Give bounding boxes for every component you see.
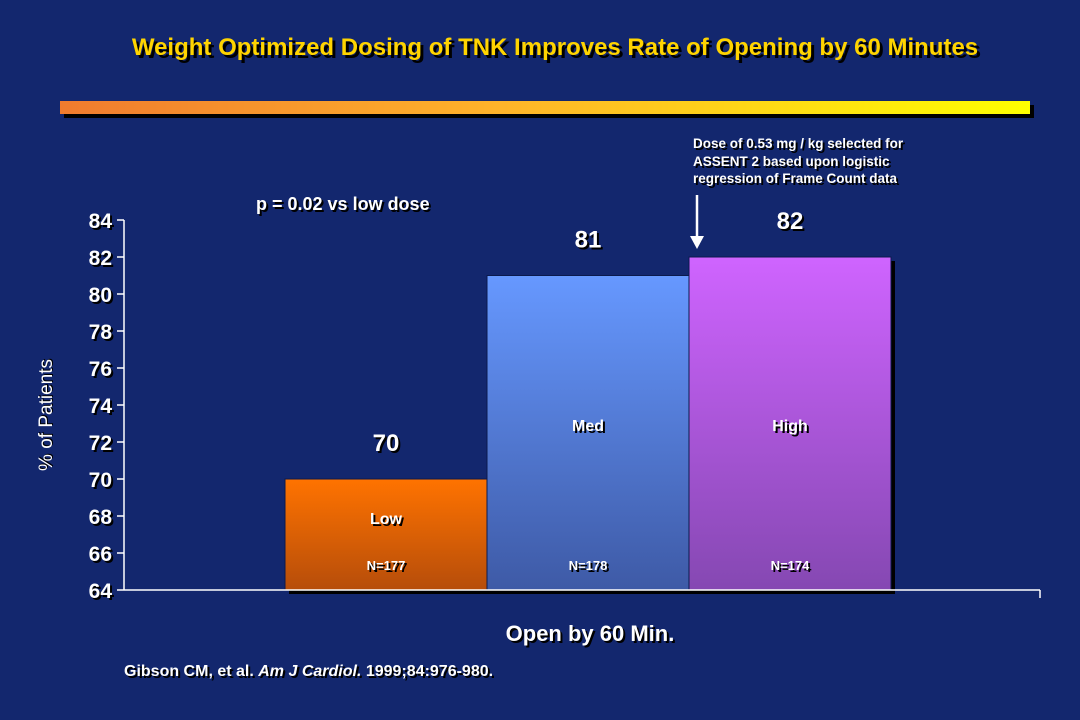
y-tick-label-shadow: 70 [91,471,114,494]
y-tick-label-shadow: 66 [91,545,114,568]
y-tick-label-text: 84 [89,210,113,233]
y-tick-label-text: 82 [89,247,112,270]
y-tick-label-text: 66 [89,543,112,566]
citation-details: 1999;84:976-980. [365,663,494,680]
y-tick-label-text: 78 [89,321,113,344]
bar-value-label-text: 82 [777,208,804,235]
bar-sample-size-text: N=178 [569,558,608,573]
annotation-arrow [690,195,704,249]
bar-category-label-shadow: High [774,420,810,437]
bar-sample-size-text: N=177 [367,558,406,573]
bar-sample-size-text: N=174 [771,558,810,573]
bar-sample-size-shadow: N=174 [773,560,812,575]
bar-high [688,256,892,591]
y-axis-label-text: % of Patients [36,359,57,471]
annotation-line: regression of Frame Count data [693,171,898,186]
y-tick-label-shadow: 74 [91,397,115,420]
y-tick-label-shadow: 72 [91,434,114,457]
y-tick-label-text: 70 [89,469,112,492]
bar-category-label-text: High [772,418,808,435]
x-axis-label-shadow: Open by 60 Min. [508,623,677,648]
bar-sample-size-shadow: N=177 [369,560,408,575]
dose-annotation: Dose of 0.53 mg / kg selected for ASSENT… [693,135,993,188]
y-tick-label-shadow: 80 [91,286,114,309]
title-rule [60,101,1030,114]
bar-value-label-shadow: 82 [779,210,806,237]
bar-category-label-shadow: Med [574,420,606,437]
bar-value-label-shadow: 81 [577,229,604,256]
y-tick-label-text: 74 [89,395,113,418]
annotation-line: ASSENT 2 based upon logistic [693,153,890,169]
y-tick-label-text: 72 [89,432,112,455]
y-tick-label-shadow: 84 [91,212,115,235]
slide-title: Weight Optimized Dosing of TNK Improves … [131,34,979,61]
bar-value-label-shadow: 70 [375,432,402,459]
y-tick-label-text: 76 [89,358,112,381]
bar-category-label-text: Med [572,418,604,435]
x-axis-label-text: Open by 60 Min. [506,621,675,646]
y-axis-label: % of Patients% of Patients [36,358,58,471]
bar-sample-size-shadow: N=178 [571,560,610,575]
bar-category-label-shadow: Low [372,513,405,530]
citation-authors: Gibson CM, et al. [124,663,254,680]
y-tick-label-shadow: 76 [91,360,114,383]
bar-category-label-text: Low [370,511,403,528]
y-axis-label-shadow: % of Patients [37,358,58,470]
y-tick-label-text: 64 [89,580,113,603]
y-tick-label-text: 68 [89,506,113,529]
y-tick-label-text: 80 [89,284,112,307]
citation: Gibson CM, et al. Am J Cardiol. 1999;84:… [124,663,493,681]
bar-value-label-text: 81 [575,227,602,254]
y-tick-label-shadow: 82 [91,249,114,272]
bar-value-label-text: 70 [373,430,400,457]
y-tick-label-shadow: 64 [91,582,115,605]
citation-journal: Am J Cardiol. [258,663,362,680]
p-value-note: p = 0.02 vs low dose [256,194,430,214]
y-tick-label-shadow: 68 [91,508,115,531]
y-tick-label-shadow: 78 [91,323,115,346]
x-axis-label: Open by 60 Min.Open by 60 Min. [506,621,677,648]
bar-low [284,478,488,591]
annotation-line: Dose of 0.53 mg / kg selected for [693,136,904,151]
bar-med [486,275,690,591]
